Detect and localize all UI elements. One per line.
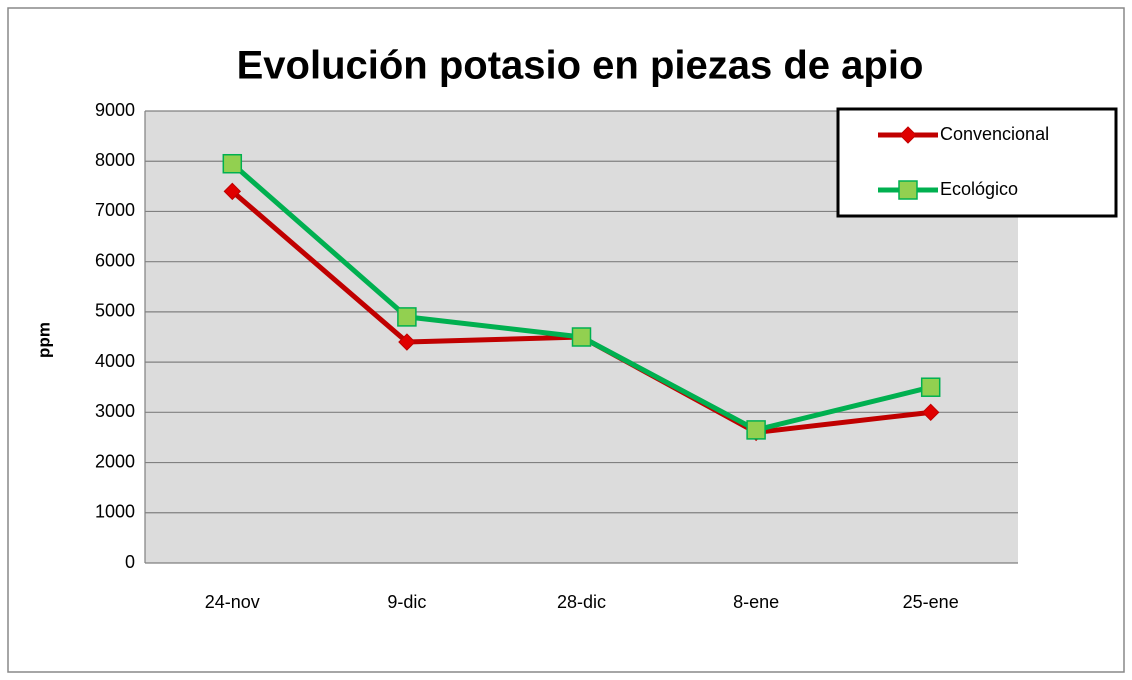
y-axis-label: ppm xyxy=(34,322,53,358)
marker xyxy=(746,420,766,440)
marker xyxy=(898,180,918,200)
marker xyxy=(397,307,417,327)
marker xyxy=(920,377,941,397)
y-tick-label: 8000 xyxy=(95,150,135,170)
marker xyxy=(899,126,917,144)
y-tick-label: 1000 xyxy=(95,502,135,522)
y-tick-label: 6000 xyxy=(95,250,135,270)
y-tick-label: 2000 xyxy=(95,451,135,471)
marker xyxy=(222,153,243,174)
x-tick-label: 24-nov xyxy=(205,592,260,612)
x-tick-label: 28-dic xyxy=(557,592,606,612)
marker xyxy=(571,327,592,347)
marker xyxy=(921,403,940,422)
legend-box xyxy=(836,107,1118,218)
y-tick-label: 4000 xyxy=(95,351,135,371)
chart-title: Evolución potasio en piezas de apio xyxy=(237,44,924,88)
marker xyxy=(398,333,416,351)
x-tick-label: 9-dic xyxy=(387,592,426,612)
y-tick-label: 0 xyxy=(125,552,135,572)
legend-label: Ecológico xyxy=(940,179,1018,199)
legend-label: Convencional xyxy=(940,124,1049,144)
x-tick-label: 25-ene xyxy=(903,592,959,612)
y-tick-label: 9000 xyxy=(95,100,135,120)
marker xyxy=(223,182,242,201)
y-tick-label: 7000 xyxy=(95,200,135,220)
y-tick-label: 3000 xyxy=(95,401,135,421)
y-tick-label: 5000 xyxy=(95,301,135,321)
x-tick-label: 8-ene xyxy=(733,592,779,612)
